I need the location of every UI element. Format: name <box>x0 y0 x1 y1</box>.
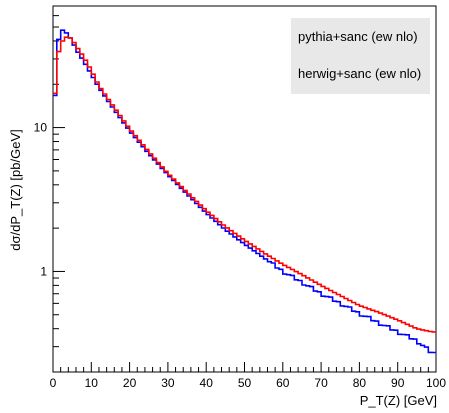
y-tick-label: 1 <box>40 264 47 278</box>
x-tick-label: 60 <box>276 376 290 390</box>
x-tick-label: 20 <box>123 376 137 390</box>
x-axis-title: P_T(Z) [GeV] <box>360 393 437 408</box>
series-group <box>53 29 436 354</box>
x-tick-label: 30 <box>161 376 175 390</box>
y-tick-labels: 1 10 <box>34 121 48 279</box>
x-tick-labels: 0 10 20 30 40 50 60 70 80 90 100 <box>50 376 447 390</box>
x-tick-label: 10 <box>85 376 99 390</box>
y-tick-label: 10 <box>34 121 48 135</box>
x-tick-label: 100 <box>426 376 446 390</box>
legend-box <box>291 18 430 94</box>
x-tick-label: 80 <box>353 376 367 390</box>
legend-entry-1: herwig+sanc (ew nlo) <box>298 66 421 81</box>
series-line-1 <box>53 36 436 333</box>
x-tick-label: 50 <box>238 376 252 390</box>
x-tick-label: 70 <box>314 376 328 390</box>
legend: pythia+sanc (ew nlo) herwig+sanc (ew nlo… <box>291 18 430 94</box>
x-tick-label: 0 <box>50 376 57 390</box>
axis-ticks <box>52 5 437 373</box>
x-tick-label: 90 <box>391 376 405 390</box>
y-axis-title: dσ/dP_T(Z) [pb/GeV] <box>8 129 23 250</box>
x-tick-label: 40 <box>200 376 214 390</box>
legend-entry-0: pythia+sanc (ew nlo) <box>298 29 418 44</box>
